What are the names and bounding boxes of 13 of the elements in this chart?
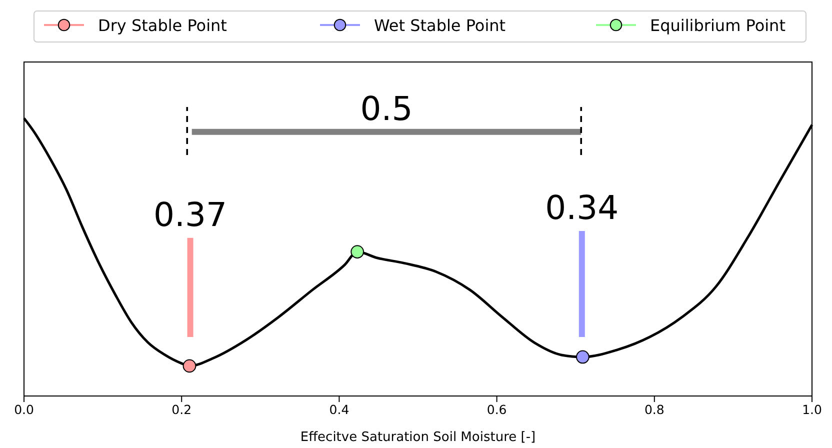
x-tick-label: 0.2 <box>172 402 192 417</box>
x-tick-label: 0.4 <box>329 402 350 417</box>
annotation: 0.5 <box>360 88 413 128</box>
annotation: 0.34 <box>545 188 619 227</box>
x-tick-label: 0.6 <box>486 402 507 417</box>
legend-label: Equilibrium Point <box>650 16 786 35</box>
annotation: 0.37 <box>154 194 228 234</box>
legend-label: Wet Stable Point <box>374 16 506 35</box>
x-tick-label: 0.8 <box>644 402 664 417</box>
x-axis-title: Effecitve Saturation Soil Moisture [-] <box>300 430 536 445</box>
legend-label: Dry Stable Point <box>98 16 227 35</box>
x-tick-label: 1.0 <box>802 402 822 417</box>
x-tick-label: 0.0 <box>14 402 34 417</box>
